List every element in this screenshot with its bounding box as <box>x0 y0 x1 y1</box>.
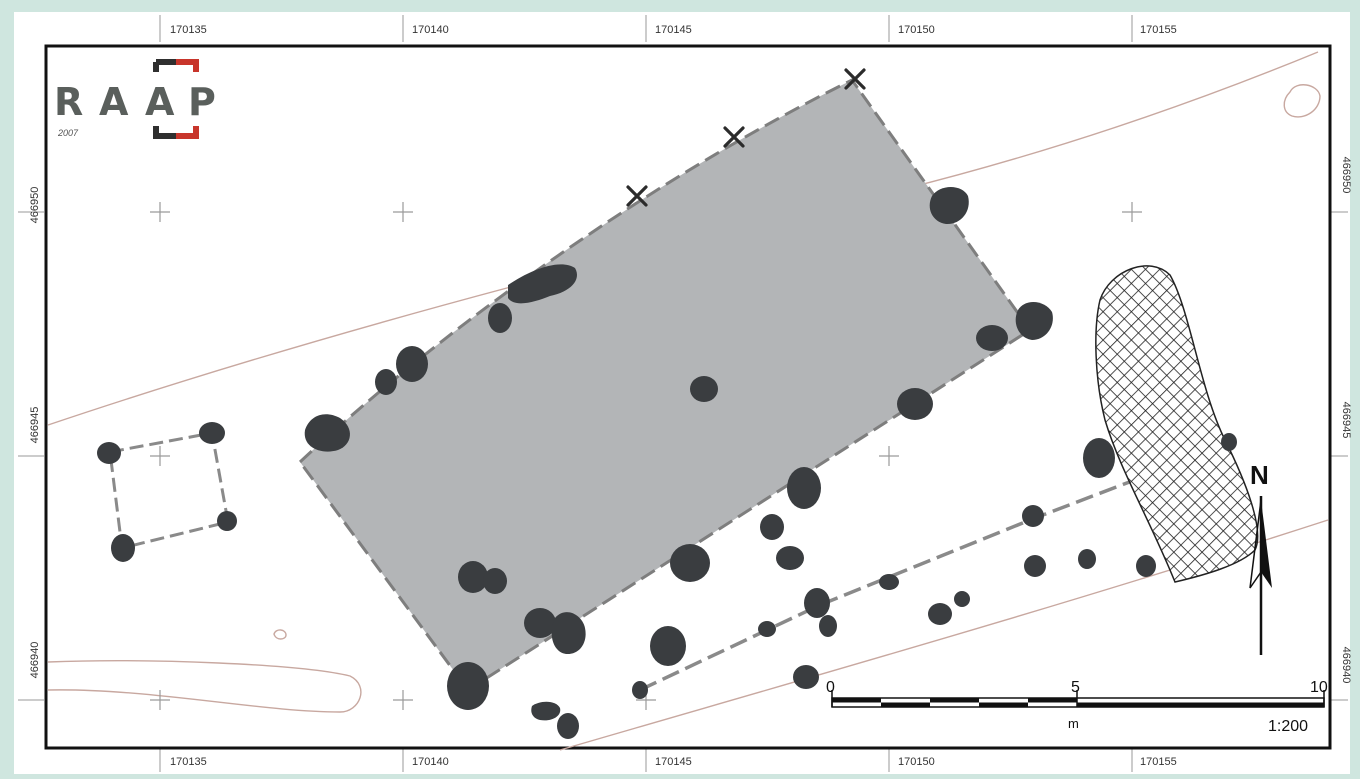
post-hole <box>804 588 830 618</box>
post-hole <box>375 369 397 395</box>
x-coord-label: 170140 <box>412 756 449 768</box>
post-hole <box>976 325 1008 351</box>
logo-bracket-top-accent <box>176 59 199 72</box>
top-coordinate-labels: 170135 170140 170145 170150 170155 <box>170 24 1177 36</box>
x-coord-label: 170155 <box>1140 24 1177 36</box>
post-hole <box>1015 301 1053 340</box>
right-coordinate-labels: 466950 466945 466940 <box>1340 157 1352 684</box>
post-hole <box>1078 549 1096 569</box>
post-hole <box>819 615 837 637</box>
post-hole <box>531 701 561 721</box>
raap-logo: R A A P 2007 <box>54 59 216 139</box>
y-coord-label: 466940 <box>29 642 41 679</box>
x-marker <box>844 68 866 90</box>
north-arrow-head <box>1261 500 1272 588</box>
x-coord-label: 170135 <box>170 24 207 36</box>
post-hole <box>928 603 952 625</box>
post-hole <box>793 665 819 689</box>
post-hole <box>879 574 899 590</box>
north-label: N <box>1250 460 1269 490</box>
x-marker <box>723 126 745 148</box>
x-coord-label: 170155 <box>1140 756 1177 768</box>
x-marker <box>626 185 648 207</box>
post-hole <box>776 546 804 570</box>
x-coord-label: 170145 <box>655 24 692 36</box>
post-holes <box>97 187 1237 739</box>
x-coord-label: 170150 <box>898 24 935 36</box>
y-coord-label: 466940 <box>1340 647 1352 684</box>
excavated-area-polygon <box>298 78 1033 693</box>
scale-tick-label: 10 <box>1310 679 1328 696</box>
x-coord-label: 170135 <box>170 756 207 768</box>
scale-bar: 0 5 10 m 1:200 <box>826 679 1328 735</box>
x-markers <box>626 68 866 207</box>
post-hole <box>551 612 586 655</box>
logo-letter: P <box>188 80 216 124</box>
y-coord-label: 466945 <box>1340 402 1352 439</box>
post-hole <box>396 346 428 382</box>
post-hole <box>787 467 821 509</box>
scale-ratio: 1:200 <box>1268 718 1308 735</box>
x-coord-label: 170145 <box>655 756 692 768</box>
post-hole <box>557 713 579 739</box>
post-hole <box>508 264 578 304</box>
fence-line <box>639 476 1141 692</box>
contour-ring <box>1283 84 1321 118</box>
y-coord-label: 466945 <box>29 407 41 444</box>
logo-letter: A <box>99 80 129 124</box>
logo-year: 2007 <box>57 128 79 138</box>
post-hole <box>483 568 507 594</box>
post-hole <box>524 608 556 638</box>
post-hole <box>690 376 718 402</box>
post-hole <box>632 681 648 699</box>
scale-tick-label: 0 <box>826 679 835 696</box>
post-hole <box>1221 433 1237 451</box>
post-hole <box>458 561 488 593</box>
scale-unit: m <box>1068 716 1079 731</box>
y-coord-label: 466950 <box>29 187 41 224</box>
left-coordinate-labels: 466950 466945 466940 <box>29 187 41 679</box>
logo-bracket-bottom-accent <box>176 126 199 139</box>
x-coord-label: 170140 <box>412 24 449 36</box>
post-hole <box>1136 555 1156 577</box>
contour-ring <box>273 629 287 640</box>
bottom-coordinate-labels: 170135 170140 170145 170150 170155 <box>170 756 1177 768</box>
scale-tick-label: 5 <box>1071 679 1080 696</box>
post-hole <box>929 187 969 225</box>
north-arrow-head-outline <box>1249 499 1262 589</box>
x-coord-label: 170150 <box>898 756 935 768</box>
post-hole <box>897 388 933 420</box>
edge-ticks <box>18 15 1348 772</box>
post-hole <box>199 422 225 444</box>
logo-letter: A <box>145 80 175 124</box>
north-arrow: N <box>1249 460 1272 655</box>
post-hole <box>670 544 710 582</box>
post-hole <box>217 511 237 531</box>
post-hole <box>1083 438 1115 478</box>
post-hole <box>760 514 784 540</box>
post-hole <box>1024 555 1046 577</box>
y-coord-label: 466950 <box>1340 157 1352 194</box>
post-hole <box>97 442 121 464</box>
post-hole <box>1022 505 1044 527</box>
logo-letter: R <box>54 80 83 124</box>
outbuilding-outline <box>108 431 230 550</box>
post-hole <box>111 534 135 562</box>
post-hole <box>304 414 350 452</box>
post-hole <box>758 621 776 637</box>
post-hole <box>954 591 970 607</box>
post-hole <box>488 303 512 333</box>
post-hole <box>447 662 489 710</box>
contour-line <box>47 660 362 713</box>
post-hole <box>650 626 686 666</box>
